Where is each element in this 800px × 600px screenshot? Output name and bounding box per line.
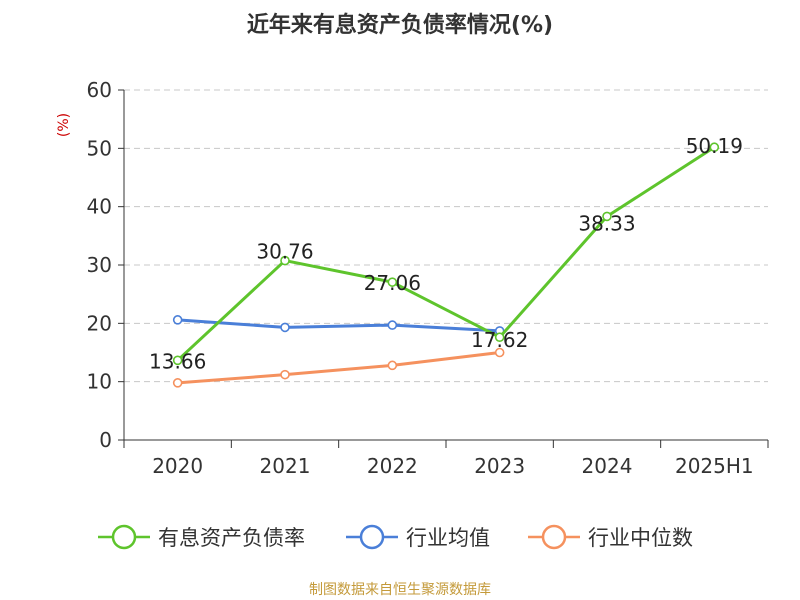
legend: 有息资产负债率 行业均值 行业中位数 bbox=[98, 524, 693, 550]
data-point bbox=[172, 355, 183, 366]
y-axis-label: (%) bbox=[56, 113, 72, 137]
legend-label: 有息资产负债率 bbox=[158, 526, 305, 550]
x-tick-label: 2024 bbox=[582, 454, 633, 478]
data-point bbox=[280, 255, 290, 266]
x-tick-label: 2025H1 bbox=[675, 454, 754, 478]
y-tick-label: 60 bbox=[87, 78, 112, 102]
data-point bbox=[172, 378, 183, 388]
y-tick-label: 10 bbox=[87, 370, 112, 394]
data-label: 13.66 bbox=[149, 349, 206, 373]
data-point bbox=[602, 211, 612, 222]
x-tick-label: 2021 bbox=[260, 454, 311, 478]
data-point bbox=[172, 315, 183, 325]
data-label: 17.62 bbox=[471, 328, 528, 352]
y-tick-label: 20 bbox=[87, 311, 112, 335]
data-point bbox=[709, 142, 720, 153]
data-label: 30.76 bbox=[256, 240, 313, 264]
data-label: 38.33 bbox=[578, 211, 635, 235]
axes: 0 10 20 30 40 50 60 2020 2021 2022 2023 2024 2025H1 bbox=[87, 78, 769, 478]
legend-marker bbox=[359, 524, 385, 550]
series-line-2 bbox=[176, 318, 502, 333]
data-label: 50.19 bbox=[686, 134, 743, 158]
legend-label: 行业中位数 bbox=[588, 526, 693, 550]
data-point bbox=[387, 360, 398, 371]
data-point bbox=[280, 369, 290, 380]
data-labels: 13.66 30.76 27.06 17.62 38.33 50.19 bbox=[149, 134, 743, 373]
data-point bbox=[280, 322, 290, 333]
x-tick-label: 2020 bbox=[152, 454, 203, 478]
x-tick-label: 2022 bbox=[367, 454, 418, 478]
data-point bbox=[494, 347, 505, 358]
series-lines bbox=[172, 142, 720, 388]
legend-label: 行业均值 bbox=[406, 526, 490, 550]
chart-title: 近年来有息资产负债率情况(%) bbox=[247, 12, 553, 38]
y-tick-label: 40 bbox=[87, 195, 112, 219]
y-tick-label: 30 bbox=[87, 253, 112, 277]
series-line-3 bbox=[176, 351, 502, 385]
data-point bbox=[387, 320, 398, 330]
legend-marker bbox=[111, 524, 137, 550]
footer-source: 制图数据来自恒生聚源数据库 bbox=[309, 582, 491, 598]
y-tick-label: 0 bbox=[99, 428, 112, 452]
series-line-1 bbox=[176, 145, 716, 362]
grid-lines bbox=[124, 89, 768, 383]
y-tick-label: 50 bbox=[87, 136, 112, 160]
data-point bbox=[387, 277, 398, 287]
data-point bbox=[494, 332, 505, 343]
data-label: 27.06 bbox=[364, 271, 421, 295]
legend-marker bbox=[541, 524, 567, 550]
x-tick-label: 2023 bbox=[474, 454, 525, 478]
